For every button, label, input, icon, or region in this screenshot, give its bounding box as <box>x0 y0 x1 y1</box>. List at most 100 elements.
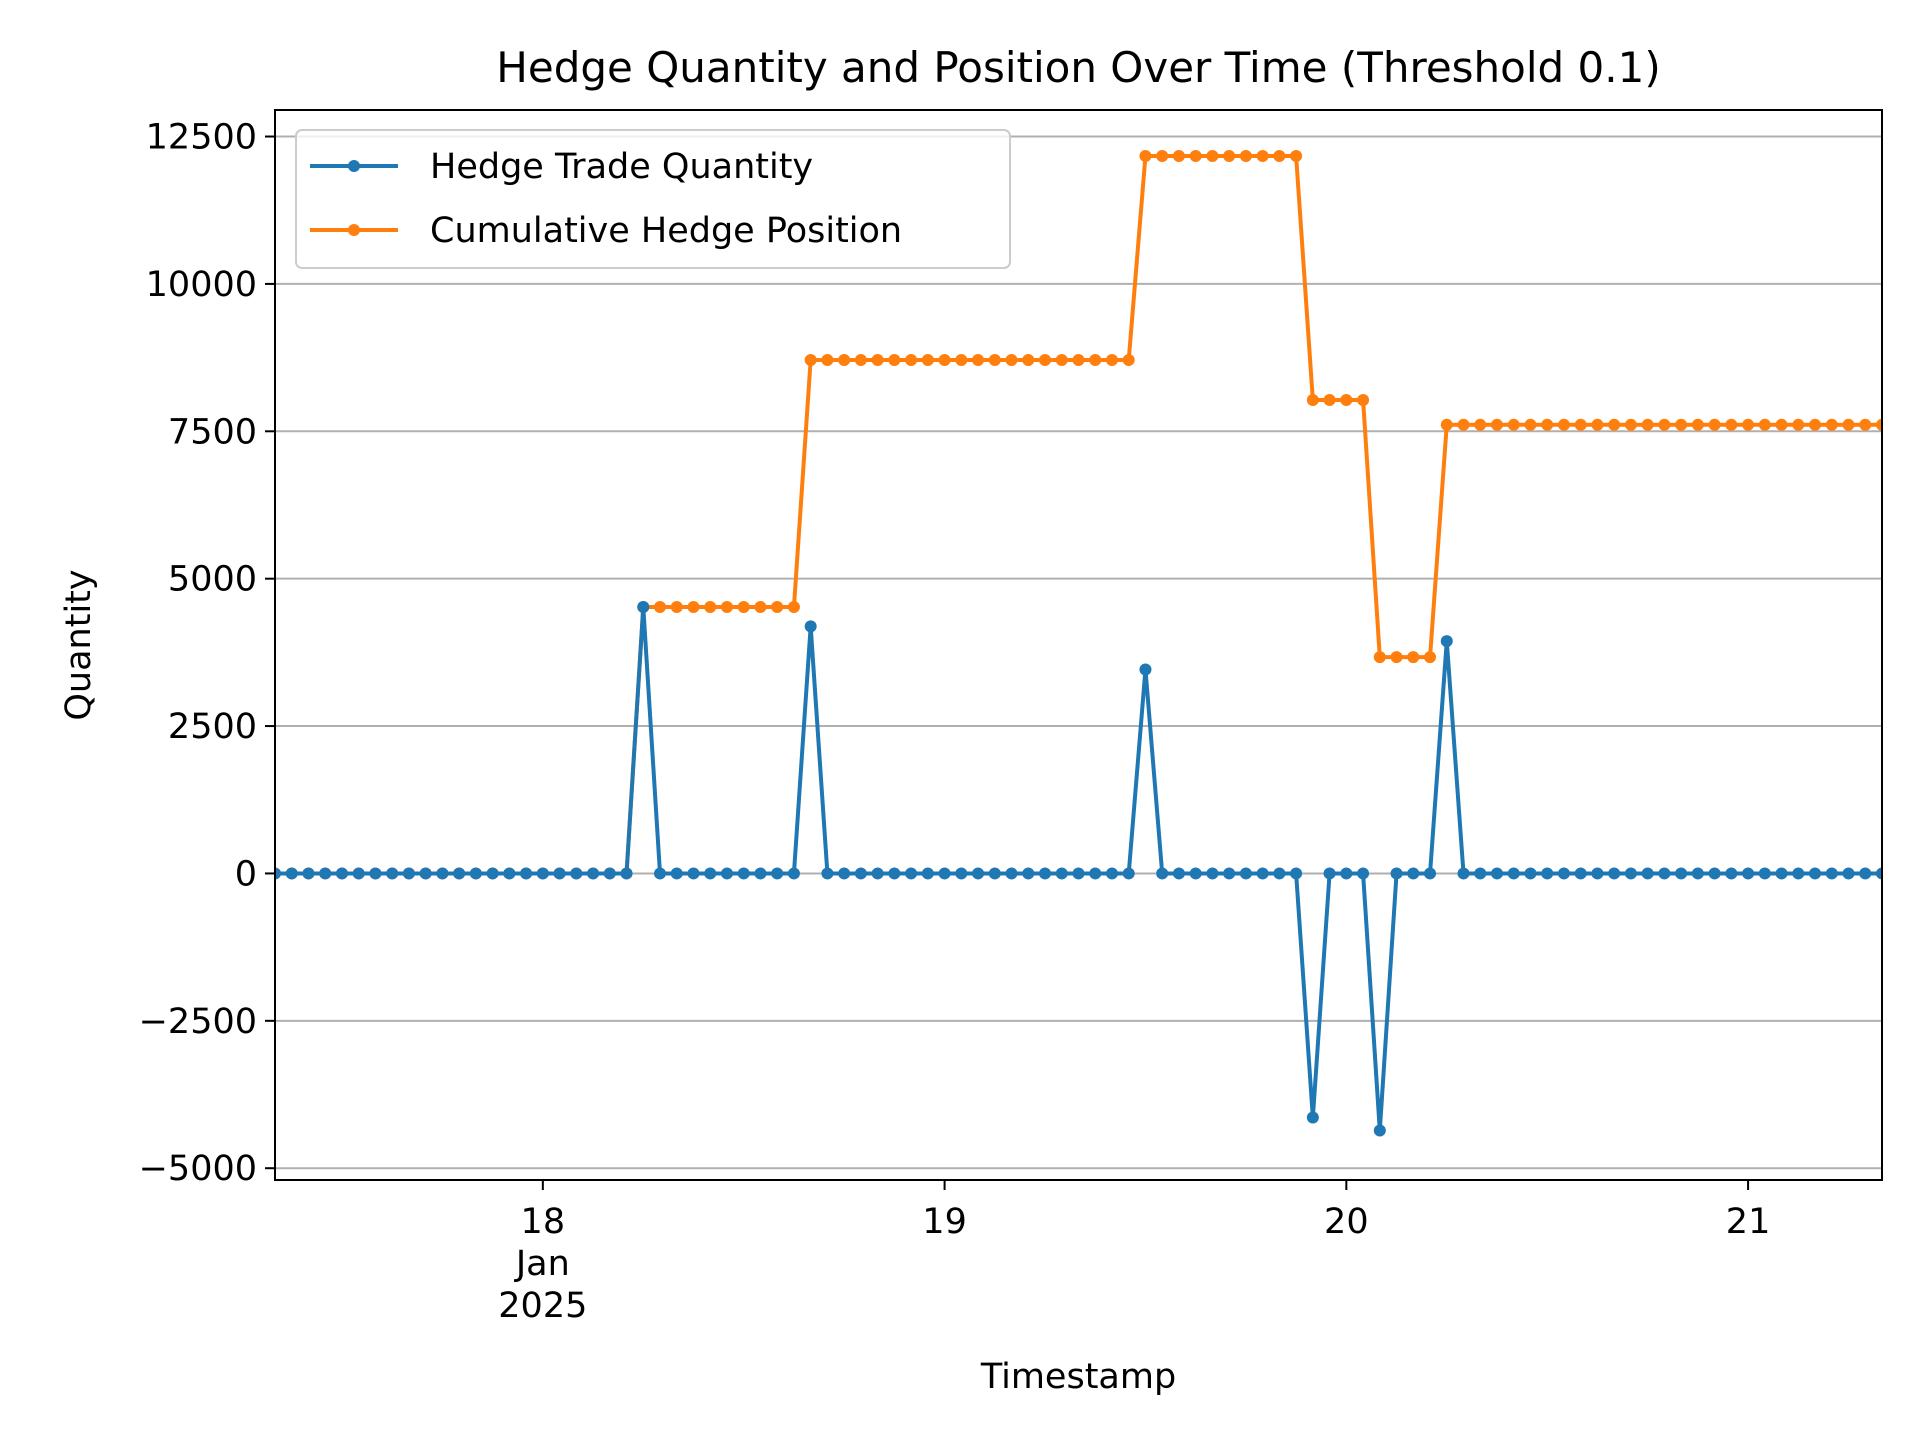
x-tick-label: 18 <box>521 1202 566 1242</box>
hedge-trade-quantity-point <box>402 867 415 880</box>
cumulative-hedge-position-point <box>1541 418 1554 431</box>
hedge-trade-quantity-point <box>1691 867 1704 880</box>
cumulative-hedge-position-point <box>871 353 884 366</box>
hedge-trade-quantity-point <box>871 867 884 880</box>
cumulative-hedge-position-point <box>1089 353 1102 366</box>
hedge-trade-quantity-point <box>553 867 566 880</box>
hedge-trade-quantity-point <box>419 867 432 880</box>
cumulative-hedge-position-point <box>905 353 918 366</box>
hedge-trade-quantity-point <box>938 867 951 880</box>
series-layer <box>275 149 1882 1137</box>
hedge-trade-quantity-point <box>1390 867 1403 880</box>
cumulative-hedge-position-point <box>1658 418 1671 431</box>
cumulative-hedge-position-point <box>821 353 834 366</box>
cumulative-hedge-position-point <box>737 600 750 613</box>
legend-entry-hedge-trade-quantity: Hedge Trade Quantity <box>310 147 813 187</box>
x-tick-label: 19 <box>922 1202 967 1242</box>
hedge-trade-quantity-point <box>838 867 851 880</box>
hedge-trade-quantity-point <box>704 867 717 880</box>
cumulative-hedge-position-point <box>687 600 700 613</box>
cumulative-hedge-position-point <box>1005 353 1018 366</box>
hedge-trade-quantity-point <box>1407 867 1420 880</box>
cumulative-hedge-position-point <box>1775 418 1788 431</box>
hedge-trade-quantity-point <box>1574 867 1587 880</box>
hedge-trade-quantity-point <box>1189 867 1202 880</box>
cumulative-hedge-position-point <box>1507 418 1520 431</box>
hedge-trade-quantity-point <box>1725 867 1738 880</box>
hedge-trade-quantity-point <box>1156 867 1169 880</box>
hedge-trade-quantity-point <box>771 867 784 880</box>
hedge-trade-quantity-point <box>754 867 767 880</box>
cumulative-hedge-position-point <box>1256 149 1269 162</box>
cumulative-hedge-position-point <box>1557 418 1570 431</box>
hedge-trade-quantity-point <box>1859 867 1872 880</box>
cumulative-hedge-position-point <box>654 600 667 613</box>
hedge-trade-quantity-point <box>1089 867 1102 880</box>
y-tick-label: 0 <box>235 854 257 894</box>
hedge-trade-quantity-point <box>1641 867 1654 880</box>
y-axis-label: Quantity <box>59 569 99 720</box>
cumulative-hedge-position-point <box>1742 418 1755 431</box>
cumulative-hedge-position-point <box>972 353 985 366</box>
cumulative-hedge-position-point <box>921 353 934 366</box>
legend: Hedge Trade Quantity Cumulative Hedge Po… <box>295 129 1011 269</box>
hedge-trade-quantity-point <box>972 867 985 880</box>
cumulative-hedge-position-point <box>1022 353 1035 366</box>
hedge-trade-quantity-point <box>737 867 750 880</box>
hedge-trade-quantity-point <box>955 867 968 880</box>
hedge-trade-quantity-point <box>1876 867 1882 880</box>
hedge-trade-quantity-point <box>302 867 315 880</box>
cumulative-hedge-position-point <box>1156 149 1169 162</box>
cumulative-hedge-position-point <box>1675 418 1688 431</box>
hedge-trade-quantity-point <box>1457 867 1470 880</box>
hedge-trade-quantity-point <box>888 867 901 880</box>
hedge-trade-quantity-point <box>453 867 466 880</box>
hedge-trade-quantity-point <box>1608 867 1621 880</box>
hedge-trade-quantity-point <box>1223 867 1236 880</box>
legend-marker-cumulative-hedge-position <box>348 224 360 236</box>
hedge-trade-quantity-point <box>654 867 667 880</box>
cumulative-hedge-position-point <box>1390 651 1403 664</box>
cumulative-hedge-position-point <box>1842 418 1855 431</box>
x-tick-label: Jan <box>514 1244 570 1284</box>
cumulative-hedge-position-point <box>704 600 717 613</box>
cumulative-hedge-position-point <box>1055 353 1068 366</box>
hedge-trade-quantity-point <box>1440 635 1453 648</box>
grid-lines <box>275 135 1882 1170</box>
cumulative-hedge-position-point <box>1691 418 1704 431</box>
cumulative-hedge-position-point <box>1206 149 1219 162</box>
series-hedge-trade-quantity <box>275 600 1882 1137</box>
hedge-trade-quantity-point <box>1206 867 1219 880</box>
cumulative-hedge-position-point <box>1490 418 1503 431</box>
cumulative-hedge-position-point <box>1139 149 1152 162</box>
cumulative-hedge-position-point <box>938 353 951 366</box>
y-tick-label: 7500 <box>168 412 257 452</box>
hedge-trade-quantity-point <box>1122 867 1135 880</box>
cumulative-hedge-position-point <box>1825 418 1838 431</box>
hedge-trade-quantity-point <box>369 867 382 880</box>
y-tick-label: −2500 <box>139 1002 257 1042</box>
hedge-trade-quantity-point <box>1624 867 1637 880</box>
x-tick-label: 20 <box>1324 1202 1369 1242</box>
cumulative-hedge-position-point <box>1440 418 1453 431</box>
cumulative-hedge-position-point <box>754 600 767 613</box>
hedge-trade-quantity-point <box>1758 867 1771 880</box>
hedge-trade-quantity-point <box>1239 867 1252 880</box>
cumulative-hedge-position-point <box>1424 651 1437 664</box>
hedge-trade-quantity-point <box>1072 867 1085 880</box>
hedge-trade-quantity-point <box>988 867 1001 880</box>
y-tick-label: 10000 <box>146 265 257 305</box>
hedge-trade-quantity-point <box>1490 867 1503 880</box>
hedge-trade-quantity-point <box>1290 867 1303 880</box>
hedge-trade-quantity-point <box>1809 867 1822 880</box>
hedge-trade-quantity-point <box>854 867 867 880</box>
cumulative-hedge-position-point <box>1172 149 1185 162</box>
cumulative-hedge-position-point <box>1407 651 1420 664</box>
hedge-trade-quantity-point <box>486 867 499 880</box>
hedge-trade-quantity-point <box>275 867 281 880</box>
cumulative-hedge-position-point <box>1373 651 1386 664</box>
hedge-trade-quantity-point <box>1172 867 1185 880</box>
hedge-trade-quantity-point <box>1474 867 1487 880</box>
cumulative-hedge-position-point <box>1189 149 1202 162</box>
